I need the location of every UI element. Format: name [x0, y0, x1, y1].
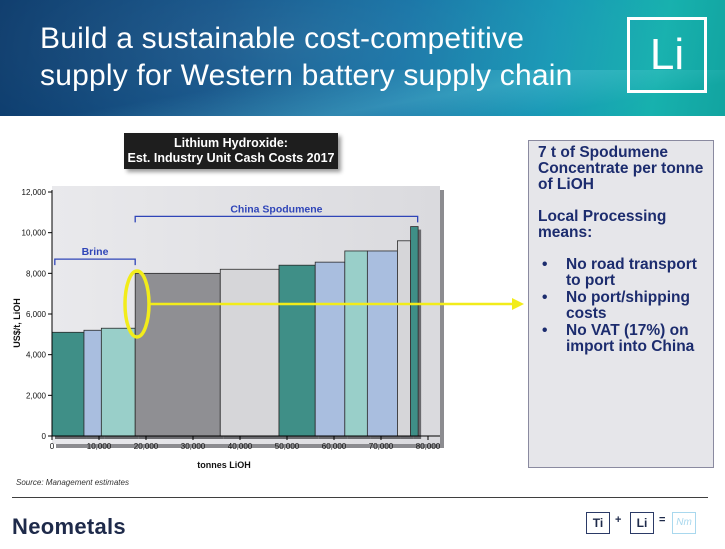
x-tick-label: 60,000 — [322, 442, 347, 451]
callout-bullet: • No road transport to port — [538, 257, 705, 289]
element-symbol-box: Li — [627, 17, 707, 93]
title-line-2: supply for Western battery supply chain — [40, 59, 573, 92]
callout-box: 7 t of Spodumene Concentrate per tonne o… — [528, 140, 714, 468]
bracket-2 — [134, 215, 419, 223]
bullet-icon: • — [542, 322, 548, 339]
annotation-label: China Spodumene — [230, 203, 322, 215]
y-tick-label: 8,000 — [26, 269, 47, 278]
company-logo: Neometals — [12, 514, 126, 539]
equals-sign: = — [659, 514, 666, 526]
x-tick-label: 30,000 — [181, 442, 206, 451]
y-tick-label: 12,000 — [22, 188, 47, 197]
plus-sign: + — [615, 514, 622, 526]
li-box-small: Li — [630, 512, 654, 534]
bar-7 — [314, 261, 346, 437]
banner-streak — [0, 70, 725, 116]
header-banner: Build a sustainable cost-competitive sup… — [0, 0, 725, 116]
bar-3 — [100, 327, 136, 437]
annotation-label: Brine — [82, 246, 109, 258]
y-tick-label: 10,000 — [22, 229, 47, 238]
y-axis-label: US$/t, LiOH — [12, 298, 22, 348]
x-tick-label: 50,000 — [275, 442, 300, 451]
bullet-text: No road transport to port — [566, 256, 697, 289]
callout-bullets: • No road transport to port • No port/ship… — [538, 257, 705, 355]
highlight-ellipse — [123, 269, 151, 339]
bullet-icon: • — [542, 289, 548, 306]
bar-6 — [278, 264, 316, 437]
callout-heading-1: 7 t of Spodumene Concentrate per tonne o… — [538, 144, 704, 193]
bullet-icon: • — [542, 256, 548, 273]
callout-bullet: • No VAT (17%) on import into China — [538, 323, 705, 355]
x-axis-label: tonnes LiOH — [197, 460, 251, 470]
cost-curve-chart: Brine China Spodumene 0 10,000 20,000 30,000… — [12, 186, 444, 470]
slide-title: Build a sustainable cost-competitive sup… — [40, 20, 610, 94]
highlight-arrow-head — [512, 298, 524, 310]
footer-divider — [12, 497, 708, 498]
x-tick-label: 0 — [50, 442, 55, 451]
bar-9 — [366, 250, 398, 437]
x-tick-label: 80,000 — [416, 442, 441, 451]
chart-title: Lithium Hydroxide: Est. Industry Unit Ca… — [124, 133, 338, 169]
x-tick-label: 70,000 — [369, 442, 394, 451]
title-line-1: Build a sustainable cost-competitive — [40, 22, 525, 55]
y-tick-label: 2,000 — [26, 391, 47, 400]
chart-title-line-1: Lithium Hydroxide: — [174, 136, 288, 150]
callout-heading-2: Local Processing means: — [538, 208, 667, 241]
x-tick-label: 20,000 — [134, 442, 159, 451]
y-tick-label: 0 — [42, 432, 47, 441]
bar-5 — [219, 268, 280, 437]
bullet-text: No VAT (17%) on import into China — [566, 322, 695, 355]
chart-title-line-2: Est. Industry Unit Cash Costs 2017 — [127, 151, 335, 165]
nm-box: Nm — [672, 512, 696, 534]
callout-bullet: • No port/shipping costs — [538, 290, 705, 322]
y-tick-label: 4,000 — [26, 351, 47, 360]
x-tick-label: 40,000 — [228, 442, 253, 451]
bullet-text: No port/shipping costs — [566, 289, 690, 322]
bracket-1 — [54, 258, 136, 266]
y-tick-label: 6,000 — [26, 310, 47, 319]
banner-glow — [0, 0, 725, 116]
ti-box: Ti — [586, 512, 610, 534]
source-note: Source: Management estimates — [16, 478, 129, 487]
x-tick-label: 10,000 — [87, 442, 112, 451]
